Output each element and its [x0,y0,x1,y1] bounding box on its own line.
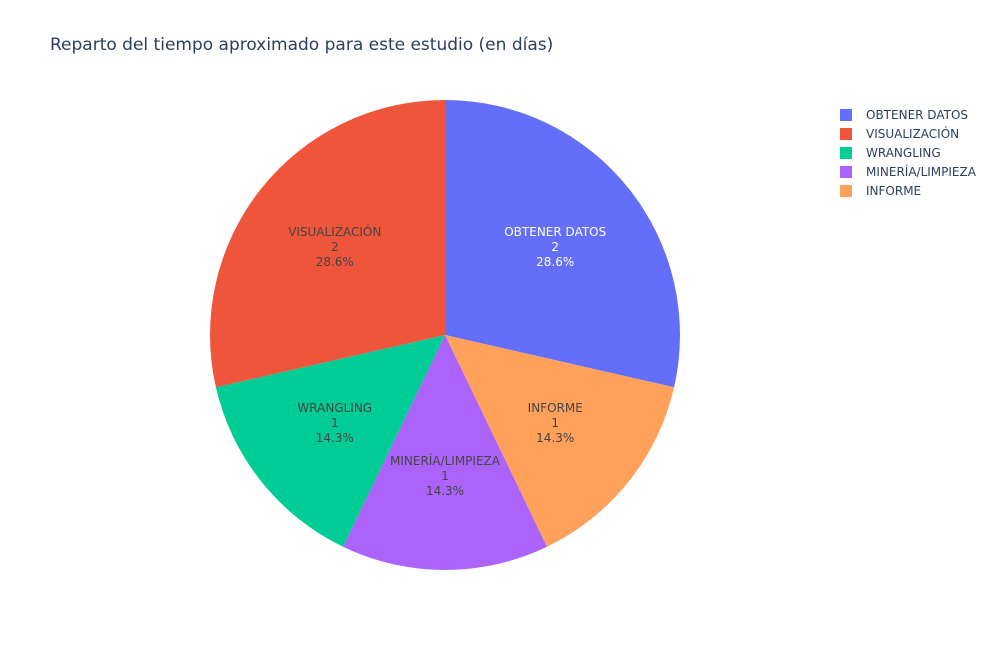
slice-label-mineria-limpieza-percent: 14.3% [426,484,464,498]
legend-label: WRANGLING [866,146,941,160]
slice-label-obtener-datos-value: 2 [551,240,559,254]
legend-label: OBTENER DATOS [866,108,968,122]
chart-title: Reparto del tiempo aproximado para este … [50,35,553,55]
legend-swatch [840,185,852,197]
pie-slice-informe[interactable] [445,335,675,547]
slice-label-informe-value: 1 [551,416,559,430]
slice-label-obtener-datos-percent: 28.6% [536,255,574,269]
legend-item-visualizacion[interactable]: VISUALIZACIÓN [840,126,959,141]
slice-label-wrangling-percent: 14.3% [316,431,354,445]
slice-label-informe-percent: 14.3% [536,431,574,445]
legend[interactable]: OBTENER DATOS VISUALIZACIÓN WRANGLING MINER… [840,108,977,198]
slice-label-informe-name: INFORME [528,401,583,415]
legend-label: INFORME [866,184,921,198]
legend-label: VISUALIZACIÓN [866,126,959,141]
pie-slice-obtener-datos[interactable] [445,100,680,388]
slice-label-visualizacion-name: VISUALIZACIÓN [288,224,381,239]
legend-label: MINERÍA/LIMPIEZA [866,164,977,179]
slice-label-wrangling-name: WRANGLING [297,401,372,415]
legend-item-wrangling[interactable]: WRANGLING [840,146,941,160]
pie-slices [209,100,680,570]
pie-slice-visualizacion[interactable] [209,100,445,388]
slice-label-visualizacion-percent: 28.6% [316,255,354,269]
legend-swatch [840,166,852,178]
slice-label-mineria-limpieza-value: 1 [441,469,449,483]
pie-slice-labels: OBTENER DATOS228.6%INFORME114.3%MINERÍA/… [288,224,606,498]
legend-item-obtener-datos[interactable]: OBTENER DATOS [840,108,968,122]
legend-item-mineria-limpieza[interactable]: MINERÍA/LIMPIEZA [840,164,977,179]
slice-label-wrangling-value: 1 [331,416,339,430]
legend-swatch [840,128,852,140]
pie-slice-wrangling[interactable] [215,335,445,547]
slice-label-mineria-limpieza-name: MINERÍA/LIMPIEZA [390,453,501,468]
legend-item-informe[interactable]: INFORME [840,184,921,198]
legend-swatch [840,109,852,121]
pie-slice-mineria-limpieza[interactable] [343,335,547,570]
slice-label-visualizacion-value: 2 [331,240,339,254]
legend-swatch [840,147,852,159]
slice-label-obtener-datos-name: OBTENER DATOS [504,225,606,239]
